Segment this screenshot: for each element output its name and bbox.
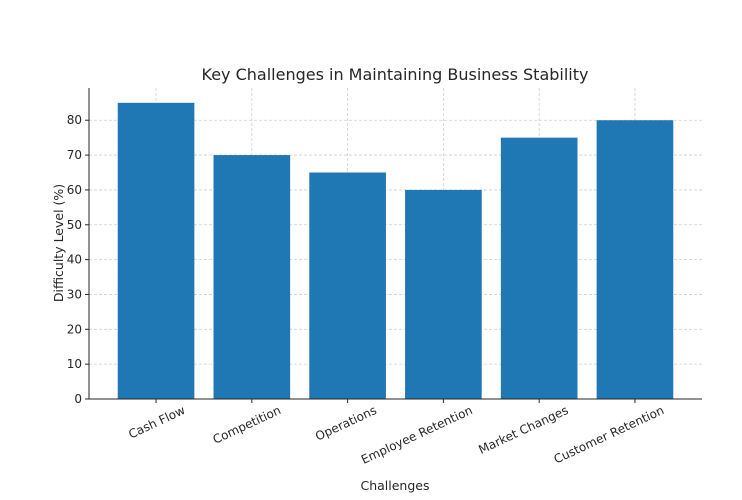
y-tick-label: 0 [74, 392, 82, 406]
y-tick-label: 10 [67, 357, 82, 371]
bars [117, 102, 674, 400]
x-tick-label: Market Changes [476, 403, 570, 457]
y-tick-label: 30 [67, 287, 82, 301]
y-tick-label: 70 [67, 148, 82, 162]
chart-title: Key Challenges in Maintaining Business S… [202, 65, 589, 84]
y-tick-label: 80 [67, 113, 82, 127]
y-tick-label: 60 [67, 183, 82, 197]
y-axis-label: Difficulty Level (%) [51, 184, 66, 302]
y-axis-ticks: 0 10 20 30 40 50 60 70 80 [67, 113, 89, 406]
bar-cash-flow [117, 102, 195, 400]
y-tick-label: 20 [67, 322, 82, 336]
bar-employee-retention [405, 189, 482, 399]
bar-competition [213, 155, 291, 399]
x-axis-label: Challenges [360, 478, 429, 493]
y-tick-label: 50 [67, 218, 82, 232]
bar-customer-retention [596, 120, 674, 400]
bar-market-changes [500, 137, 578, 399]
x-tick-label: Cash Flow [126, 403, 187, 441]
x-tick-label: Competition [211, 403, 283, 447]
y-tick-label: 40 [67, 253, 82, 267]
axes [88, 88, 702, 400]
x-tick-label: Operations [313, 403, 379, 444]
bar-operations [309, 172, 386, 399]
